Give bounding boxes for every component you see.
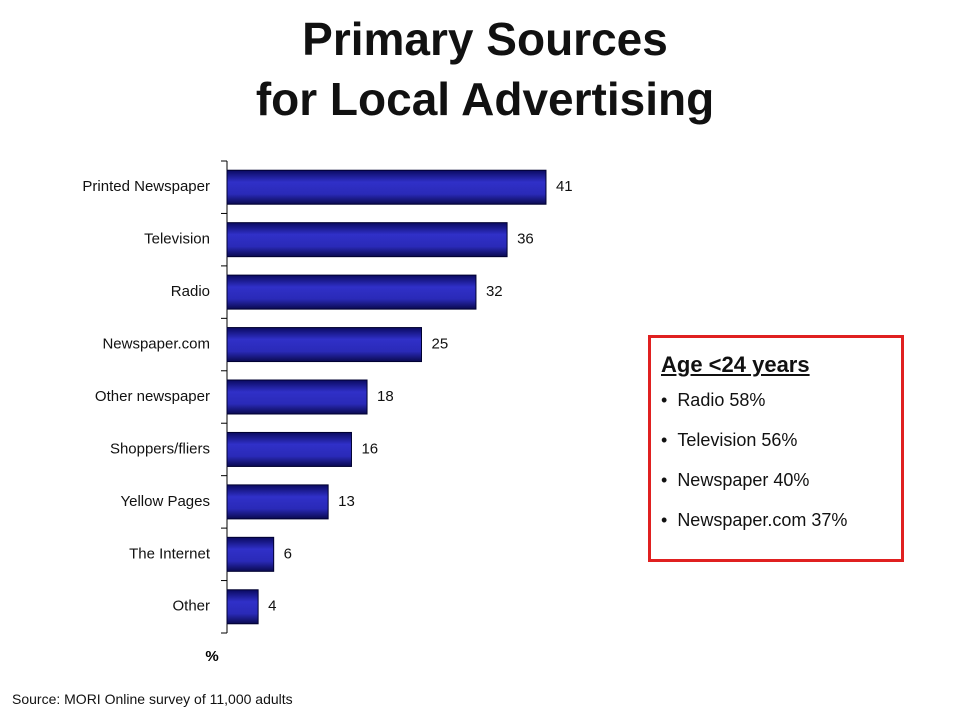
bar — [226, 169, 547, 205]
bar — [226, 484, 329, 520]
value-label: 18 — [377, 388, 394, 405]
bar — [226, 274, 477, 310]
bar — [226, 379, 368, 415]
value-label: 4 — [268, 598, 276, 615]
value-label: 25 — [432, 336, 449, 353]
bar — [226, 536, 275, 572]
annotation-item: Radio 58% — [661, 390, 901, 411]
annotation-item: Television 56% — [661, 430, 901, 451]
annotation-item: Newspaper.com 37% — [661, 510, 901, 531]
category-label: Shoppers/fliers — [110, 440, 210, 457]
category-label: Television — [144, 231, 210, 248]
category-label: Other newspaper — [95, 388, 210, 405]
category-label: Radio — [171, 283, 210, 300]
bar — [226, 222, 508, 258]
annotation-title: Age <24 years — [661, 352, 810, 377]
source-note: Source: MORI Online survey of 11,000 adu… — [12, 691, 293, 707]
title: Primary Sources — [302, 13, 668, 65]
category-label: Other — [172, 598, 210, 615]
annotation-item: Newspaper 40% — [661, 470, 901, 491]
value-label: 32 — [486, 283, 503, 300]
category-label: The Internet — [129, 545, 211, 562]
bar — [226, 589, 259, 625]
x-axis-label: % — [205, 648, 218, 665]
category-label: Newspaper.com — [102, 336, 210, 353]
value-label: 6 — [284, 545, 292, 562]
value-label: 16 — [361, 440, 378, 457]
annotation-box: Age <24 years Radio 58% Television 56% New… — [648, 335, 904, 562]
category-label: Printed Newspaper — [82, 178, 210, 195]
bar — [226, 431, 352, 467]
value-label: 13 — [338, 493, 355, 510]
value-label: 36 — [517, 231, 534, 248]
annotation-list: Radio 58% Television 56% Newspaper 40% News… — [651, 390, 901, 531]
value-label: 41 — [556, 178, 573, 195]
category-label: Yellow Pages — [120, 493, 210, 510]
subtitle: for Local Advertising — [255, 73, 715, 125]
bar — [226, 327, 422, 363]
